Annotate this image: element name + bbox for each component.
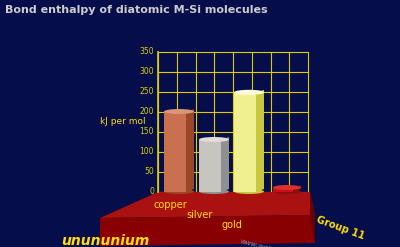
Text: silver: silver <box>187 210 213 220</box>
Polygon shape <box>273 188 293 192</box>
Text: gold: gold <box>222 220 242 230</box>
Text: kJ per mol: kJ per mol <box>100 118 146 126</box>
Text: 0: 0 <box>149 187 154 197</box>
Ellipse shape <box>164 189 194 194</box>
Ellipse shape <box>273 185 301 190</box>
Text: 250: 250 <box>140 87 154 97</box>
Polygon shape <box>100 192 315 218</box>
Polygon shape <box>293 185 301 192</box>
Text: Group 11: Group 11 <box>314 215 366 242</box>
Text: 300: 300 <box>139 67 154 77</box>
Polygon shape <box>221 137 229 192</box>
Polygon shape <box>186 109 194 192</box>
Polygon shape <box>199 140 221 192</box>
Ellipse shape <box>273 189 301 194</box>
Text: copper: copper <box>153 200 187 210</box>
Ellipse shape <box>234 90 264 95</box>
Text: unununium: unununium <box>61 234 149 247</box>
Text: 100: 100 <box>140 147 154 157</box>
Ellipse shape <box>199 137 229 142</box>
Ellipse shape <box>199 189 229 194</box>
Text: 50: 50 <box>144 167 154 177</box>
Polygon shape <box>234 93 256 192</box>
Ellipse shape <box>234 189 264 194</box>
Polygon shape <box>310 192 315 243</box>
Polygon shape <box>164 112 186 192</box>
Polygon shape <box>100 215 315 246</box>
Text: www.webelements.com: www.webelements.com <box>239 238 321 247</box>
Ellipse shape <box>164 109 194 114</box>
Text: 350: 350 <box>139 47 154 57</box>
Text: Bond enthalpy of diatomic M-Si molecules: Bond enthalpy of diatomic M-Si molecules <box>5 5 268 15</box>
Text: 150: 150 <box>140 127 154 137</box>
Polygon shape <box>256 90 264 192</box>
Text: 200: 200 <box>140 107 154 117</box>
